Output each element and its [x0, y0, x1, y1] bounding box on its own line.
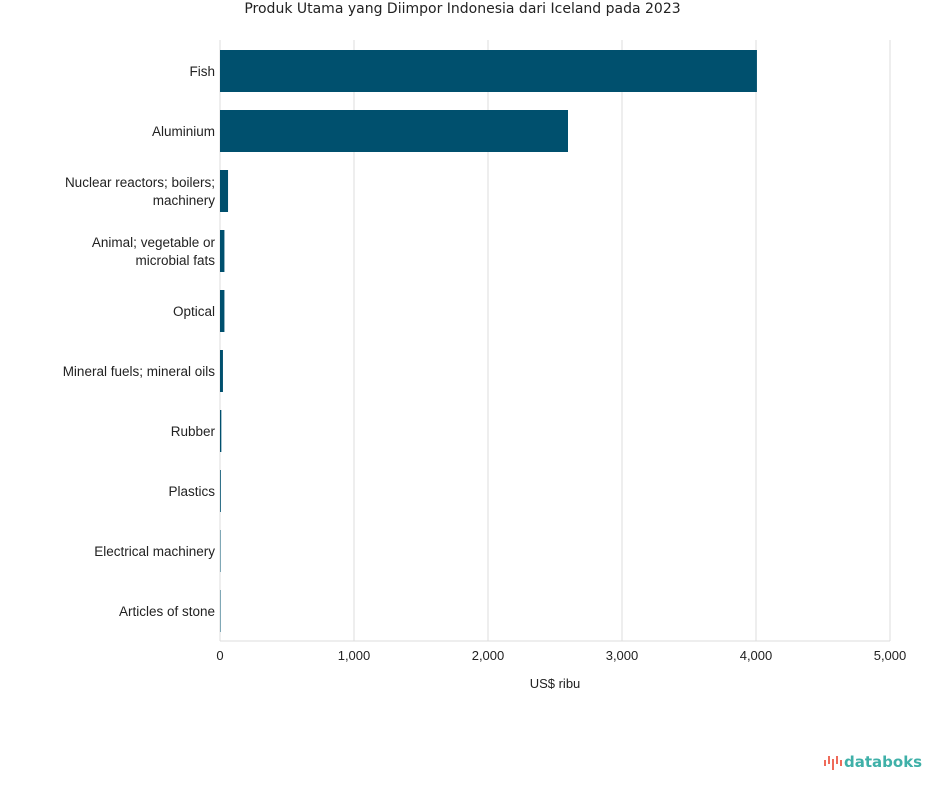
y-tick-label: microbial fats: [135, 253, 215, 268]
y-tick-label: Nuclear reactors; boilers;: [65, 175, 215, 190]
logo-bars-icon: [824, 756, 842, 770]
x-tick-label: 5,000: [874, 648, 907, 663]
x-tick-label: 4,000: [740, 648, 773, 663]
y-tick-label: Rubber: [171, 424, 216, 439]
x-tick-label: 0: [216, 648, 223, 663]
y-tick-label: Animal; vegetable or: [92, 235, 216, 250]
x-tick-label: 3,000: [606, 648, 639, 663]
x-axis-label: US$ ribu: [530, 676, 581, 691]
bar: [220, 410, 222, 452]
bar: [220, 290, 225, 332]
bar: [220, 110, 568, 152]
x-tick-label: 2,000: [472, 648, 505, 663]
y-tick-label: Articles of stone: [119, 604, 215, 619]
y-tick-label: Aluminium: [152, 124, 215, 139]
bar: [220, 350, 223, 392]
bar: [220, 530, 221, 572]
chart-title: Produk Utama yang Diimpor Indonesia dari…: [244, 1, 681, 17]
logo-text: databoks: [844, 753, 923, 771]
bar: [220, 590, 221, 632]
y-tick-label: Plastics: [168, 484, 215, 499]
bar: [220, 230, 225, 272]
bar: [220, 470, 221, 512]
y-tick-label: Mineral fuels; mineral oils: [63, 364, 216, 379]
y-tick-label: Optical: [173, 304, 215, 319]
y-tick-label: machinery: [153, 193, 216, 208]
y-tick-label: Electrical machinery: [94, 544, 215, 559]
bar: [220, 170, 229, 212]
bar: [220, 50, 757, 92]
x-tick-label: 1,000: [338, 648, 371, 663]
databoks-logo: databoks: [824, 753, 922, 771]
y-tick-label: Fish: [189, 64, 215, 79]
